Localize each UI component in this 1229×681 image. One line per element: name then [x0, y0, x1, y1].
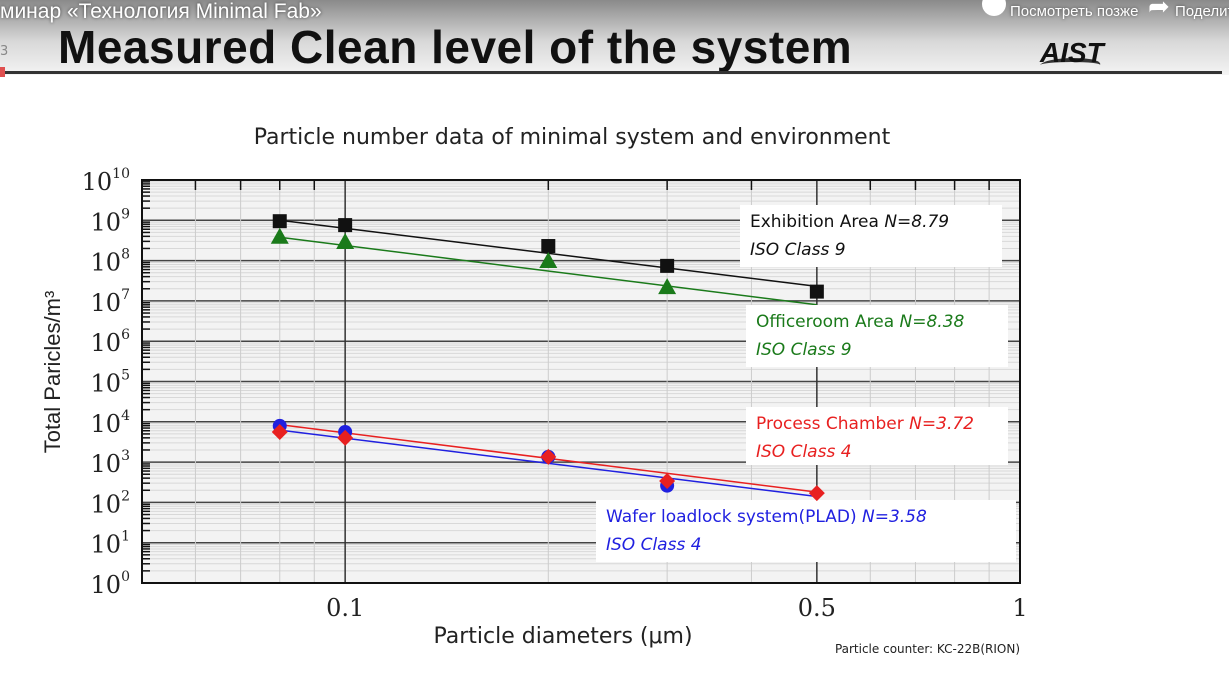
aist-logo: AIST	[1040, 37, 1104, 68]
marker-triangle	[658, 278, 677, 295]
share-icon[interactable]: ➦	[1148, 0, 1170, 22]
y-tick-labels: 100 101 102 103 104 105 106 107 108 109 1010	[82, 166, 130, 599]
marker-triangle	[336, 232, 355, 249]
x-axis-label: Particle diameters (μm)	[433, 624, 692, 649]
y-tick-label: 102	[91, 488, 130, 518]
marker-triangle	[270, 227, 289, 244]
y-tick-label: 105	[91, 368, 130, 398]
y-axis-label: Total Paricles/m³	[40, 291, 65, 454]
y-tick-label: 1010	[82, 166, 130, 196]
legend-name: Exhibition Area N=8.79	[750, 212, 949, 232]
legend-box	[740, 205, 1002, 267]
y-tick-label: 100	[91, 569, 130, 599]
marker-diamond	[808, 485, 825, 502]
marker-triangle	[539, 251, 558, 268]
legend-name: Wafer loadlock system(PLAD) N=3.58	[606, 507, 927, 527]
y-tick-label: 108	[91, 247, 130, 277]
legend-iso-class: ISO Class 4	[756, 442, 852, 462]
side-badge	[0, 67, 5, 77]
marker-square	[338, 218, 353, 233]
legend-box	[746, 407, 1008, 465]
y-tick-label: 106	[91, 327, 131, 357]
share-button[interactable]: Поделиться	[1175, 3, 1229, 20]
legend-boxes: Exhibition Area N=8.79 ISO Class 9 Officer…	[596, 205, 1016, 562]
legend-iso-class: ISO Class 4	[606, 535, 702, 555]
data-markers	[270, 214, 825, 502]
x-tick-label: 0.1	[326, 594, 364, 622]
marker-square	[809, 284, 824, 299]
y-tick-label: 107	[91, 287, 130, 317]
video-title[interactable]: минар «Технология Minimal Fab»	[0, 0, 322, 23]
legend-name: Process Chamber N=3.72	[756, 414, 974, 434]
legend-iso-class: ISO Class 9	[756, 340, 852, 360]
fit-line-triangle	[279, 236, 817, 306]
legend-box	[746, 305, 1008, 367]
x-tick-label: 1	[1012, 594, 1027, 622]
marker-diamond	[271, 423, 288, 440]
y-tick-label: 104	[91, 408, 131, 438]
x-tick-label: 0.5	[798, 594, 836, 622]
chart-title: Particle number data of minimal system a…	[254, 125, 891, 150]
y-tick-label: 103	[91, 448, 130, 478]
legend-iso-class: ISO Class 9	[750, 240, 846, 260]
slide-title: Measured Clean level of the system	[58, 21, 853, 73]
y-tick-label: 101	[91, 529, 130, 559]
footnote: Particle counter: KC-22B(RION)	[835, 642, 1020, 656]
marker-square	[272, 214, 287, 229]
marker-square	[541, 239, 556, 254]
marker-diamond	[337, 429, 354, 446]
marker-diamond	[659, 472, 676, 489]
side-number: 3	[0, 44, 9, 59]
x-tick-labels: 0.1 0.5 1	[326, 594, 1028, 622]
legend-name: Officeroom Area N=8.38	[756, 312, 965, 332]
clock-icon[interactable]	[982, 0, 1006, 16]
y-tick-label: 109	[91, 206, 130, 236]
watch-later-button[interactable]: Посмотреть позже	[1010, 3, 1139, 20]
marker-square	[660, 258, 675, 273]
slide-header	[0, 0, 1229, 75]
header-divider	[0, 71, 1222, 74]
plot-frame	[141, 179, 1021, 584]
marker-diamond	[540, 448, 557, 465]
legend-box	[596, 500, 1016, 562]
